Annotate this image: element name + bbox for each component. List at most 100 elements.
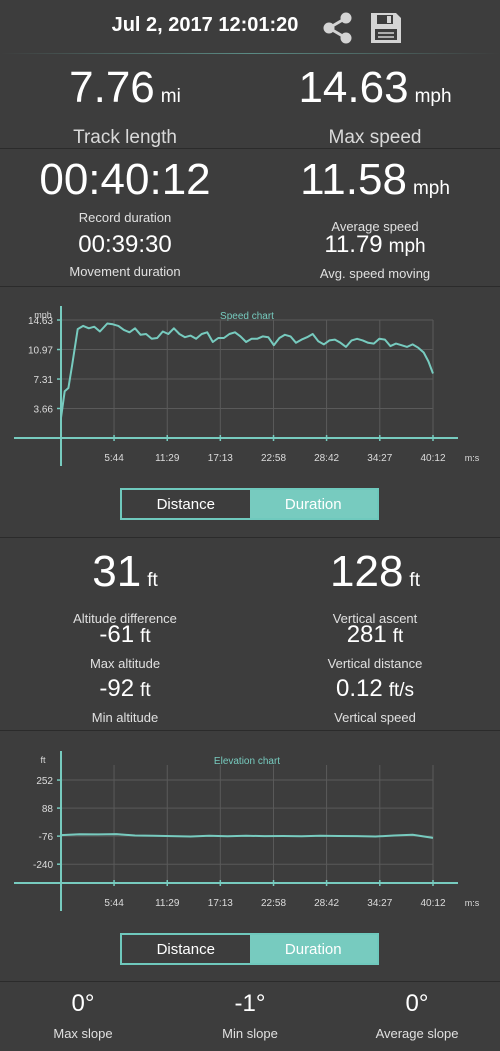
x-axis-unit-label: m:s xyxy=(465,453,480,463)
vertical-distance-stat: 281 ft Vertical distance xyxy=(250,621,500,672)
max-slope-value: 0° xyxy=(71,990,95,1017)
speed-distance-button[interactable]: Distance xyxy=(122,490,250,518)
vertical-distance-unit: ft xyxy=(392,626,404,647)
divider xyxy=(0,981,500,982)
x-tick-label: 28:42 xyxy=(314,898,339,909)
min-altitude-label: Min altitude xyxy=(91,710,159,725)
speed-chart[interactable]: Speed chart mph m:s 5:44 11:29 17:13 22:58 28:4… xyxy=(0,298,500,473)
movement-duration-value: 00:39:30 xyxy=(78,231,172,258)
x-tick-label: 11:29 xyxy=(155,898,180,909)
y-tick-label: 252 xyxy=(36,776,53,787)
max-slope-stat: 0° Max slope xyxy=(0,990,166,1041)
avg-speed-moving-value: 11.79 xyxy=(324,231,383,258)
x-tick-label: 34:27 xyxy=(367,453,392,464)
min-slope-label: Min slope xyxy=(222,1026,278,1041)
x-axis-unit-label: m:s xyxy=(465,898,480,908)
record-duration-label: Record duration xyxy=(78,210,172,225)
y-tick-label: 88 xyxy=(42,804,54,815)
series-line xyxy=(60,833,434,839)
y-tick-label: 7.31 xyxy=(34,375,54,386)
average-slope-label: Average slope xyxy=(375,1026,459,1041)
x-tick-label: 22:58 xyxy=(261,898,286,909)
y-tick-label: -76 xyxy=(39,832,54,843)
y-tick-label: 3.66 xyxy=(34,404,54,415)
avg-speed-moving-unit: mph xyxy=(388,236,426,257)
min-altitude-unit: ft xyxy=(140,680,151,701)
vertical-speed-stat: 0.12 ft/s Vertical speed xyxy=(250,675,500,726)
elevation-chart-axis-toggle[interactable]: Distance Duration xyxy=(120,933,379,965)
max-altitude-label: Max altitude xyxy=(89,656,161,671)
vertical-distance-label: Vertical distance xyxy=(327,656,423,671)
vertical-speed-unit: ft/s xyxy=(388,680,415,701)
record-duration-value: 00:40:12 xyxy=(39,155,211,204)
x-tick-label: 11:29 xyxy=(155,453,180,464)
divider xyxy=(0,730,500,731)
y-tick-label: -240 xyxy=(33,860,53,871)
x-tick-label: 22:58 xyxy=(261,453,286,464)
vertical-distance-value: 281 xyxy=(346,621,387,648)
speed-duration-button[interactable]: Duration xyxy=(249,490,377,518)
max-speed-value: 14.63 xyxy=(298,63,409,112)
save-button[interactable] xyxy=(368,10,404,46)
average-speed-label: Average speed xyxy=(331,219,419,234)
avg-speed-moving-stat: 11.79 mph Avg. speed moving xyxy=(250,231,500,282)
average-slope-stat: 0° Average slope xyxy=(334,990,500,1041)
max-slope-label: Max slope xyxy=(53,1026,113,1041)
x-tick-label: 34:27 xyxy=(367,898,392,909)
average-speed-unit: mph xyxy=(412,178,450,199)
altitude-difference-value: 31 xyxy=(92,547,142,596)
average-slope-value: 0° xyxy=(405,990,429,1017)
movement-duration-stat: 00:39:30 Movement duration xyxy=(0,231,250,280)
altitude-difference-unit: ft xyxy=(147,570,158,591)
track-length-stat: 7.76 mi Track length xyxy=(0,66,250,149)
series-line xyxy=(60,322,434,418)
divider xyxy=(0,148,500,149)
track-length-label: Track length xyxy=(73,127,177,148)
min-altitude-value: -92 xyxy=(99,675,135,702)
divider xyxy=(0,537,500,538)
max-altitude-value: -61 xyxy=(99,621,135,648)
x-tick-label: 5:44 xyxy=(104,453,124,464)
vertical-speed-label: Vertical speed xyxy=(334,710,416,725)
x-tick-label: 17:13 xyxy=(208,898,233,909)
vertical-ascent-stat: 128 ft Vertical ascent xyxy=(250,547,500,627)
track-length-value: 7.76 xyxy=(69,63,155,112)
average-speed-value: 11.58 xyxy=(300,155,407,204)
elevation-distance-button[interactable]: Distance xyxy=(122,935,250,963)
altitude-difference-stat: 31 ft Altitude difference xyxy=(0,547,250,627)
record-duration-stat: 00:40:12 Record duration xyxy=(0,155,250,226)
speed-chart-axis-toggle[interactable]: Distance Duration xyxy=(120,488,379,520)
floppy-disk-icon xyxy=(371,13,401,43)
x-tick-label: 40:12 xyxy=(420,898,445,909)
vertical-ascent-unit: ft xyxy=(409,570,420,591)
max-speed-unit: mph xyxy=(414,86,452,107)
divider xyxy=(0,286,500,287)
y-tick-label: 10.97 xyxy=(28,346,53,357)
x-tick-label: 28:42 xyxy=(314,453,339,464)
y-axis-unit-label: ft xyxy=(40,755,46,765)
altitude-difference-label: Altitude difference xyxy=(73,611,177,626)
track-length-unit: mi xyxy=(160,86,181,107)
max-speed-label: Max speed xyxy=(328,127,422,148)
chart-title: Speed chart xyxy=(220,311,274,322)
vertical-speed-value: 0.12 xyxy=(335,675,383,702)
elevation-chart[interactable]: Elevation chart ft m:s 5:44 11:29 17:13 22:58 2… xyxy=(0,743,500,918)
share-icon xyxy=(323,12,352,44)
min-altitude-stat: -92 ft Min altitude xyxy=(0,675,250,726)
x-tick-label: 5:44 xyxy=(104,898,124,909)
elevation-duration-button[interactable]: Duration xyxy=(249,935,377,963)
max-altitude-unit: ft xyxy=(140,626,151,647)
vertical-ascent-value: 128 xyxy=(330,547,404,596)
share-button[interactable] xyxy=(320,10,356,46)
max-altitude-stat: -61 ft Max altitude xyxy=(0,621,250,672)
min-slope-stat: -1° Min slope xyxy=(166,990,334,1041)
x-tick-label: 40:12 xyxy=(420,453,445,464)
movement-duration-label: Movement duration xyxy=(69,264,181,279)
average-speed-stat: 11.58 mph Average speed xyxy=(250,155,500,235)
vertical-ascent-label: Vertical ascent xyxy=(332,611,418,626)
x-tick-label: 17:13 xyxy=(208,453,233,464)
avg-speed-moving-label: Avg. speed moving xyxy=(319,266,431,281)
page-title: Jul 2, 2017 12:01:20 xyxy=(111,14,299,36)
min-slope-value: -1° xyxy=(234,990,266,1017)
y-tick-label: 14.63 xyxy=(28,316,53,327)
